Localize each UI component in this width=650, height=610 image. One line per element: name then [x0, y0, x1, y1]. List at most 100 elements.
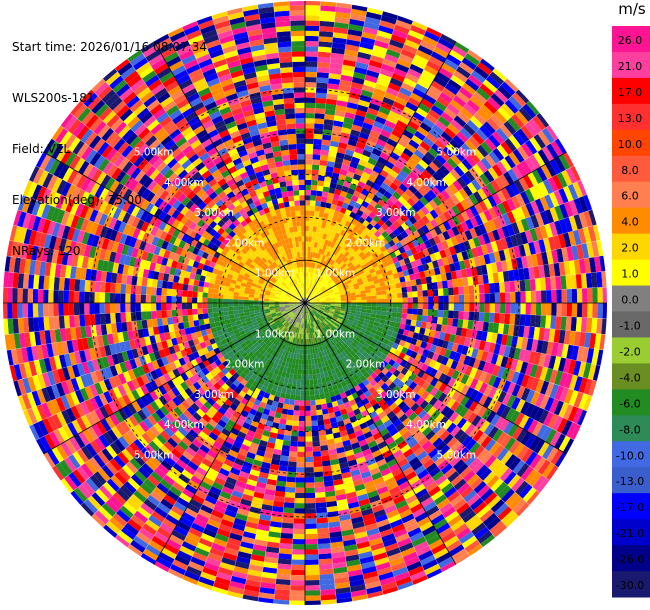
ppi-gate	[297, 348, 301, 355]
ppi-gate	[488, 386, 498, 399]
ppi-gate	[495, 239, 504, 251]
ppi-gate	[311, 290, 315, 296]
ppi-gate	[461, 435, 473, 448]
ppi-gate	[518, 484, 533, 499]
ppi-gate	[320, 286, 326, 291]
ppi-gate	[337, 147, 347, 155]
ppi-gate	[397, 15, 413, 25]
ppi-gate	[446, 197, 456, 208]
ppi-gate	[217, 419, 227, 428]
ppi-gate	[184, 570, 201, 582]
ppi-gate	[339, 137, 349, 145]
ppi-gate	[228, 449, 239, 458]
ppi-gate	[346, 204, 354, 212]
ppi-gate	[313, 308, 318, 313]
ppi-gate	[97, 468, 111, 482]
ppi-gate	[592, 224, 601, 241]
ppi-gate	[109, 442, 122, 455]
ppi-gate	[47, 449, 60, 466]
ppi-gate	[397, 196, 407, 205]
ppi-gate	[331, 275, 337, 281]
ppi-gate	[305, 410, 311, 416]
ppi-gate	[134, 423, 146, 436]
ppi-gate	[327, 278, 333, 284]
ppi-gate	[375, 248, 383, 256]
ppi-gate	[417, 264, 425, 273]
ppi-gate	[296, 306, 302, 310]
ppi-gate	[301, 333, 304, 339]
ppi-gate	[461, 535, 478, 549]
ppi-gate	[325, 337, 331, 344]
ppi-gate	[103, 524, 118, 538]
ppi-gate	[210, 327, 218, 334]
ppi-gate	[359, 94, 372, 103]
ppi-gate	[335, 251, 342, 258]
ppi-gate	[384, 120, 396, 130]
ppi-gate	[394, 435, 405, 446]
ppi-gate	[262, 408, 271, 416]
ppi-gate	[198, 417, 209, 427]
ppi-gate	[496, 366, 506, 379]
ppi-gate	[263, 451, 273, 459]
ppi-gate	[458, 242, 467, 253]
ppi-gate	[368, 351, 376, 358]
ppi-gate	[181, 400, 191, 410]
ppi-gate	[154, 561, 170, 573]
ppi-gate	[305, 87, 317, 93]
ppi-gate	[233, 423, 243, 432]
ppi-gate	[241, 351, 248, 358]
ppi-gate	[428, 199, 438, 210]
ppi-gate	[452, 95, 467, 108]
ppi-gate	[546, 341, 554, 356]
ppi-gate	[461, 450, 473, 463]
ppi-gate	[143, 417, 154, 430]
ppi-gate	[220, 338, 228, 345]
ppi-gate	[394, 199, 403, 209]
ppi-gate	[375, 350, 383, 358]
ppi-gate	[475, 128, 489, 142]
ppi-gate	[317, 341, 322, 347]
ppi-gate	[534, 365, 544, 379]
ppi-gate	[156, 482, 170, 495]
ppi-gate	[327, 386, 334, 393]
ppi-gate	[341, 127, 352, 135]
ppi-gate	[315, 404, 322, 411]
ppi-gate	[366, 375, 374, 383]
ppi-gate	[485, 263, 493, 274]
ppi-gate	[309, 348, 314, 355]
ppi-gate	[345, 305, 352, 308]
ppi-gate	[379, 151, 390, 161]
ppi-gate	[377, 364, 385, 372]
ppi-gate	[490, 114, 504, 128]
ppi-gate	[299, 323, 302, 329]
ppi-gate	[310, 246, 314, 253]
ppi-gate	[539, 315, 547, 328]
ppi-gate	[483, 209, 493, 222]
ppi-gate	[351, 76, 365, 85]
ppi-gate	[301, 313, 304, 319]
ppi-gate	[229, 402, 238, 411]
ppi-gate	[221, 360, 230, 368]
ppi-gate	[329, 182, 337, 189]
ppi-gate	[561, 247, 569, 262]
ppi-gate	[305, 487, 315, 494]
ppi-gate	[483, 384, 493, 397]
ppi-gate	[315, 287, 320, 293]
ppi-gate	[321, 196, 328, 203]
ppi-gate	[335, 11, 351, 19]
ppi-gate	[458, 353, 467, 364]
ppi-gate	[305, 41, 319, 47]
ppi-gate	[398, 183, 408, 193]
ppi-gate	[324, 283, 330, 288]
ppi-gate	[347, 29, 363, 37]
ppi-gate	[321, 408, 329, 415]
ppi-gate	[420, 554, 436, 566]
ppi-gate	[29, 424, 40, 441]
ppi-gate	[484, 438, 497, 452]
ppi-gate	[575, 274, 582, 289]
ppi-gate	[342, 385, 350, 393]
ppi-gate	[389, 427, 399, 437]
ppi-gate	[204, 523, 219, 534]
ppi-gate	[335, 394, 342, 401]
ppi-gate	[347, 97, 360, 105]
